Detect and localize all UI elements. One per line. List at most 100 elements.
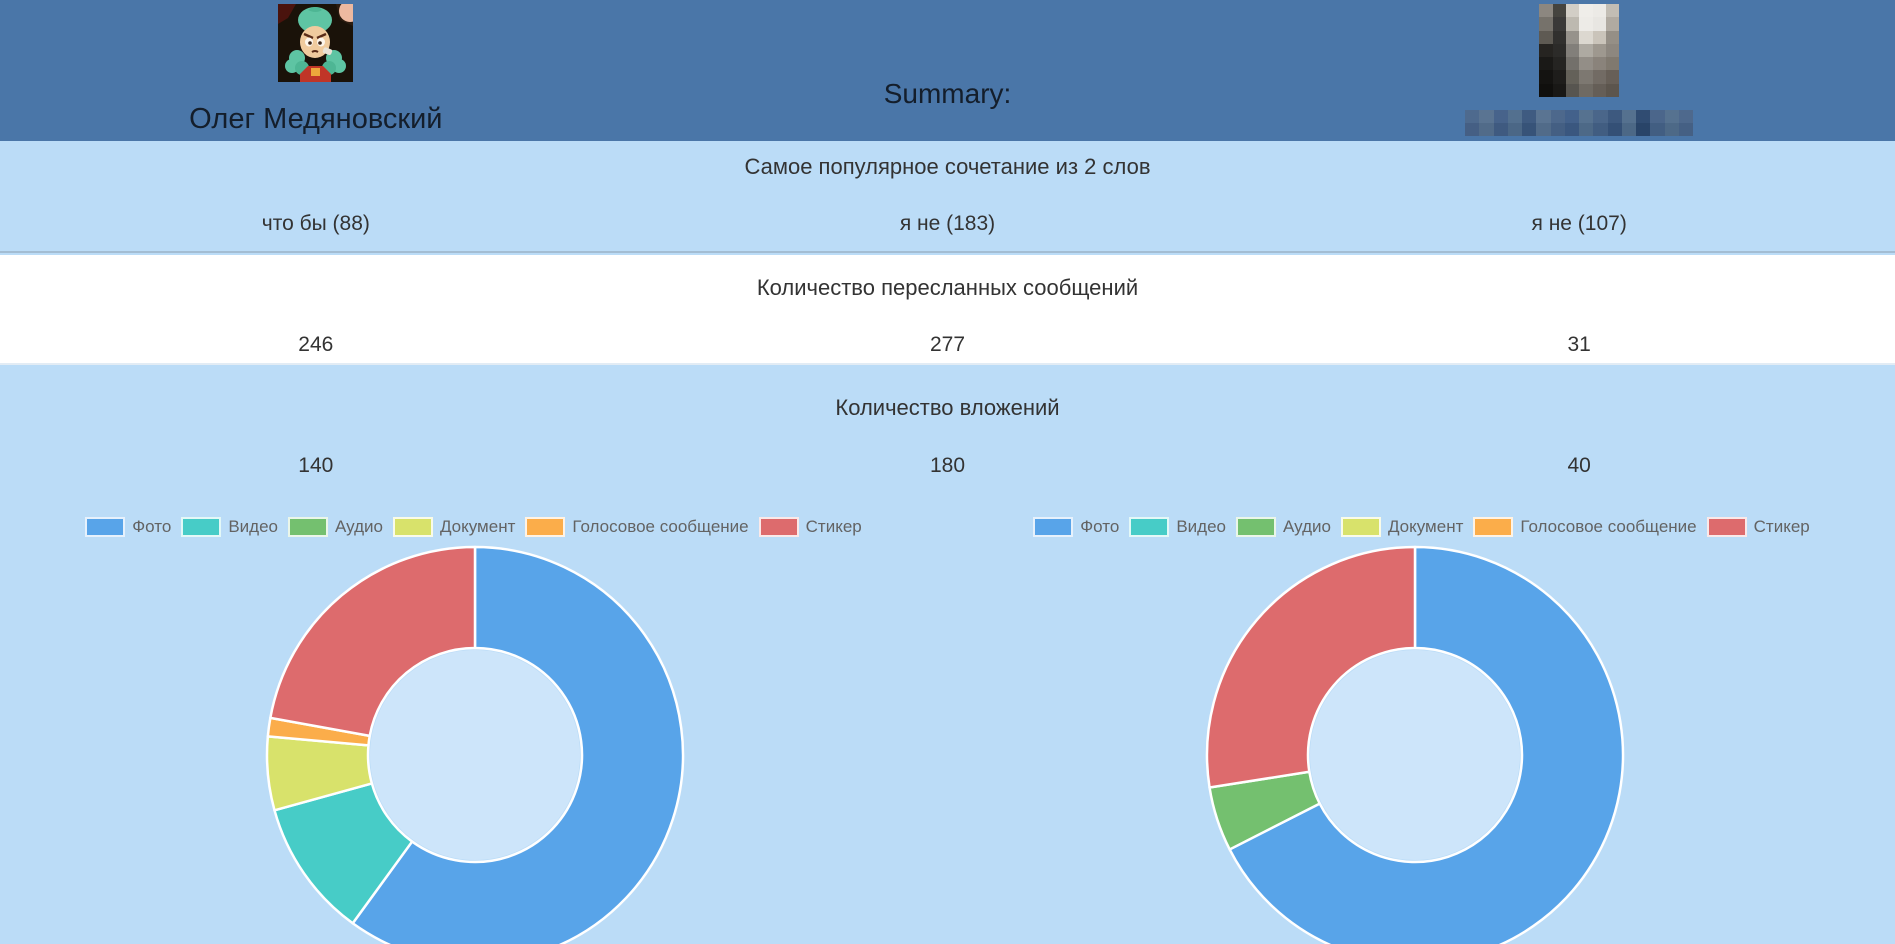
legend-label: Видео <box>1176 517 1226 536</box>
mosaic-pixel <box>1636 123 1651 136</box>
mosaic-pixel <box>1522 110 1537 123</box>
mosaic-pixel <box>1522 123 1537 136</box>
mosaic-pixel <box>1539 4 1553 18</box>
mosaic-pixel <box>1579 4 1593 18</box>
legend-swatch <box>1473 517 1514 537</box>
mosaic-pixel <box>1592 70 1606 84</box>
mosaic-pixel <box>1564 123 1580 136</box>
mosaic-pixel <box>1539 43 1553 58</box>
mosaic-pixel <box>1565 70 1580 84</box>
mosaic-pixel <box>1664 110 1679 123</box>
legend-label: Голосовое сообщение <box>1520 517 1697 536</box>
legend-item: Документ <box>392 517 516 537</box>
legend-swatch <box>1706 517 1747 537</box>
legend-label: Аудио <box>1282 517 1331 536</box>
legend-label: Фото <box>132 517 172 536</box>
mosaic-pixel <box>1479 123 1494 136</box>
mosaic-pixel <box>1579 110 1594 123</box>
left-username: Олег Медяновский <box>189 103 443 135</box>
mosaic-pixel <box>1564 110 1580 123</box>
legend-swatch <box>392 517 433 537</box>
section-value-left: что бы (88) <box>261 212 370 235</box>
mosaic-pixel <box>1605 57 1620 71</box>
mosaic-pixel <box>1493 123 1508 136</box>
donut-hole <box>1310 650 1520 860</box>
legend-item: Видео <box>1129 517 1226 537</box>
mosaic-pixel <box>1579 30 1593 44</box>
header-center: Summary: <box>632 0 1264 141</box>
mosaic-pixel <box>1664 123 1679 136</box>
right-user-avatar-pixelated <box>1539 4 1620 97</box>
mosaic-pixel <box>1552 43 1566 58</box>
left-user-avatar <box>278 4 354 82</box>
mosaic-pixel <box>1550 110 1565 123</box>
mosaic-pixel <box>1539 57 1553 71</box>
mosaic-pixel <box>1552 30 1566 44</box>
donut-slice-Фото <box>351 545 685 944</box>
section-title: Самое популярное сочетание из 2 слов <box>744 154 1151 179</box>
legend-item: Стикер <box>1706 517 1810 537</box>
header-right-user <box>1263 0 1895 141</box>
mosaic-pixel <box>1465 123 1480 136</box>
mosaic-pixel <box>1579 57 1593 71</box>
mosaic-pixel <box>1579 17 1593 31</box>
mosaic-pixel <box>1592 83 1606 97</box>
mosaic-pixel <box>1650 123 1665 136</box>
legend-item: Документ <box>1340 517 1463 537</box>
legend-right-chart: Фото Видео Аудио Документ Голосовое сообщени… <box>948 514 1895 540</box>
section-value-center: 277 <box>929 333 966 356</box>
mosaic-pixel <box>1550 123 1565 136</box>
donut-slice-Стикер <box>1205 545 1417 789</box>
section-value-left: 246 <box>298 333 334 356</box>
mosaic-pixel <box>1592 43 1606 58</box>
mosaic-pixel <box>1536 110 1551 123</box>
donut-hole <box>370 650 580 860</box>
legend-item: Фото <box>85 517 171 537</box>
mosaic-pixel <box>1650 110 1665 123</box>
legend-label: Голосовое сообщение <box>572 517 749 536</box>
mosaic-pixel <box>1605 17 1620 31</box>
donut-chart-right <box>1205 545 1625 944</box>
section-value-right: я не (107) <box>1531 212 1627 235</box>
section-title: Количество вложений <box>835 395 1060 420</box>
mosaic-pixel <box>1565 43 1580 58</box>
mosaic-pixel <box>1565 17 1580 31</box>
section-forwarded-messages: Количество пересланных сообщений 246 277… <box>0 255 1895 365</box>
mosaic-pixel <box>1607 110 1622 123</box>
header-left-user: Олег Медяновский <box>0 0 632 141</box>
section-value-left: 140 <box>298 454 334 477</box>
legend-label: Фото <box>1080 517 1120 536</box>
mosaic-pixel <box>1607 123 1622 136</box>
mosaic-pixel <box>1579 123 1594 136</box>
donut-slice-Стикер <box>269 545 477 738</box>
mosaic-pixel <box>1507 110 1523 123</box>
mosaic-pixel <box>1565 83 1580 97</box>
mosaic-pixel <box>1621 123 1637 136</box>
mosaic-pixel <box>1592 17 1606 31</box>
mosaic-pixel <box>1552 70 1566 84</box>
mosaic-pixel <box>1678 123 1694 136</box>
section-value-right: 40 <box>1567 454 1591 477</box>
mosaic-pixel <box>1507 123 1523 136</box>
legend-label: Документ <box>439 517 516 536</box>
mosaic-pixel <box>1539 70 1553 84</box>
legend-swatch <box>1235 517 1276 537</box>
mosaic-pixel <box>1465 110 1480 123</box>
section-value-right: 31 <box>1567 333 1591 356</box>
donut-slice-Фото <box>1228 545 1625 944</box>
mosaic-pixel <box>1592 30 1606 44</box>
header: Олег Медяновский Summary: <box>0 0 1895 141</box>
mosaic-pixel <box>1493 110 1508 123</box>
right-username-blurred <box>1465 110 1694 136</box>
legend-item: Голосовое сообщение <box>1473 517 1697 537</box>
mosaic-pixel <box>1552 4 1566 18</box>
mosaic-pixel <box>1565 30 1580 44</box>
legend-swatch <box>1340 517 1381 537</box>
summary-title: Summary: <box>883 78 1012 109</box>
mosaic-pixel <box>1552 83 1566 97</box>
legend-item: Голосовое сообщение <box>525 517 749 537</box>
mosaic-pixel <box>1565 4 1580 18</box>
section-popular-bigram: Самое популярное сочетание из 2 слов что… <box>0 141 1895 253</box>
mosaic-pixel <box>1605 83 1620 97</box>
